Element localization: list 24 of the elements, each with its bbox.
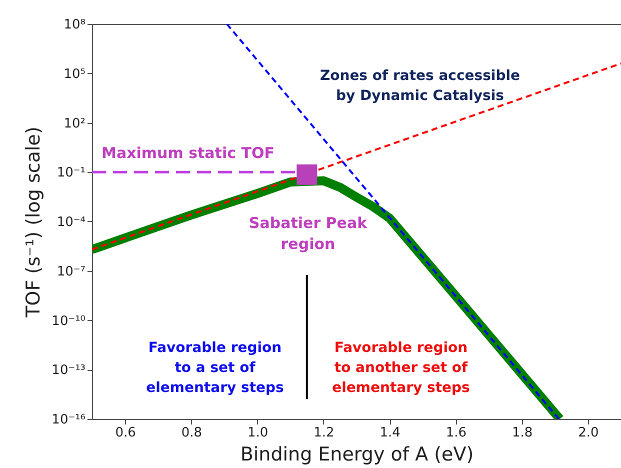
y-tick-label: 10⁻¹⁶ bbox=[52, 412, 86, 428]
x-tick-label: 0.6 bbox=[115, 426, 136, 440]
y-tick-label: 10⁻⁷ bbox=[56, 264, 86, 280]
x-tick-label: 1.8 bbox=[512, 426, 533, 440]
x-tick-label: 1.6 bbox=[446, 426, 467, 440]
y-tick-label: 10⁻¹⁰ bbox=[52, 314, 86, 329]
annotation: Sabatier Peak region bbox=[248, 214, 368, 253]
y-tick-label: 10⁻¹³ bbox=[52, 363, 86, 378]
x-tick-label: 1.4 bbox=[380, 426, 400, 440]
x-tick-label: 2.0 bbox=[578, 426, 599, 440]
y-tick-label: 10⁵ bbox=[64, 66, 86, 82]
annotation: Zones of rates accessible by Dynamic Catalysis bbox=[320, 68, 520, 104]
y-tick-label: 10⁸ bbox=[64, 18, 86, 32]
y-tick-label: 10⁻¹ bbox=[56, 166, 86, 181]
annotation: Maximum static TOF bbox=[102, 144, 274, 162]
y-axis-title: TOF (s⁻¹) (log scale) bbox=[22, 126, 45, 318]
x-tick-label: 1.0 bbox=[247, 426, 268, 440]
y-tick-label: 10⁻⁴ bbox=[56, 215, 86, 230]
annotation: Favorable region to another set of elementary steps bbox=[332, 340, 470, 396]
x-axis-title: Binding Energy of A (eV) bbox=[240, 444, 474, 466]
x-tick-label: 1.2 bbox=[314, 426, 334, 440]
annotation: Favorable region to a set of elementary steps bbox=[146, 340, 284, 396]
y-tick-label: 10² bbox=[64, 116, 86, 132]
x-tick-label: 0.8 bbox=[181, 426, 202, 440]
